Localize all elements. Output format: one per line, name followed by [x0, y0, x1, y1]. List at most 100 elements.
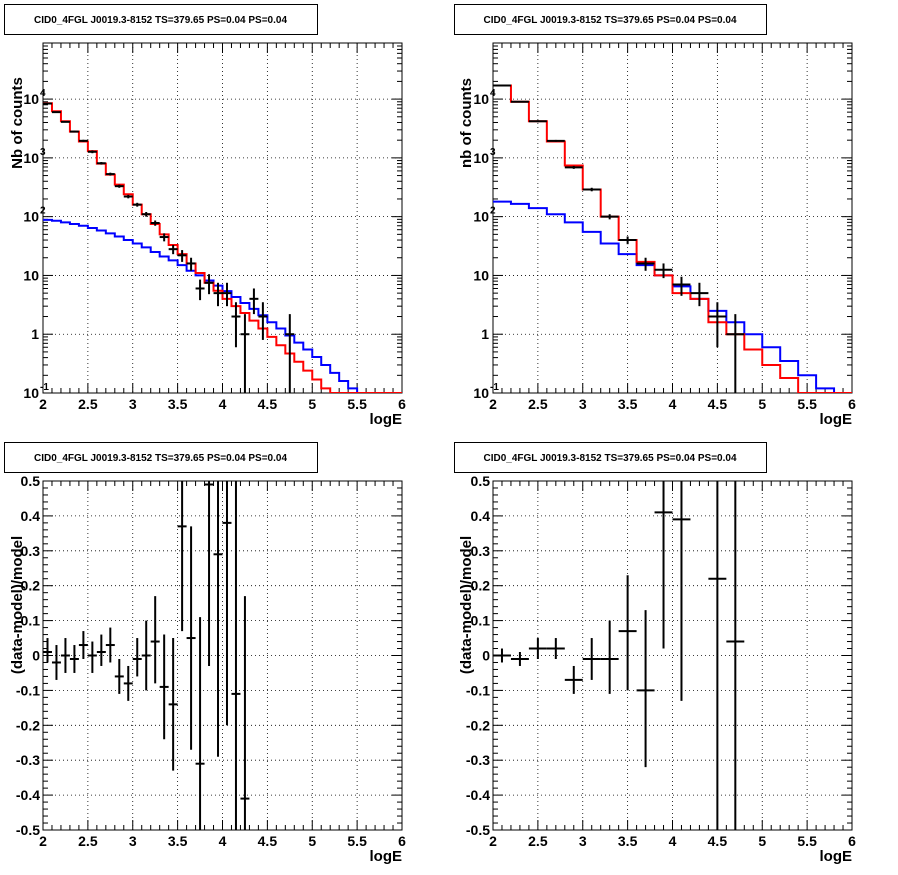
data-point [213, 481, 223, 757]
y-axis-label: nb of counts [458, 78, 475, 168]
y-tick-exponent: 4 [40, 88, 46, 99]
data-layer [493, 84, 852, 393]
y-tick-label: -0.3 [466, 752, 490, 768]
data-point [546, 638, 565, 659]
data-point [168, 244, 178, 255]
x-axis-label: logE [370, 411, 403, 428]
data-point [186, 257, 196, 271]
y-tick-exponent: 4 [490, 88, 496, 99]
data-point [141, 212, 151, 217]
data-point [654, 263, 673, 279]
data-point [186, 526, 196, 750]
y-tick-label: 0 [482, 648, 490, 664]
chart-title: CID0_4FGL J0019.3-8152 TS=379.65 PS=0.04… [34, 453, 287, 464]
x-tick-label: 5.5 [797, 833, 817, 849]
data-point [60, 638, 70, 673]
x-tick-label: 5.5 [797, 396, 817, 412]
data-point [231, 302, 241, 348]
x-tick-label: 5 [308, 833, 316, 849]
tick-marks [492, 480, 853, 831]
x-axis-label: logE [370, 848, 403, 865]
histogram-series-1 [43, 102, 402, 393]
y-tick-label: 10 [23, 91, 39, 107]
data-point [600, 620, 619, 694]
data-point [87, 150, 97, 154]
x-tick-label: 5 [758, 396, 766, 412]
data-point [114, 184, 124, 188]
data-point [690, 282, 709, 307]
data-point [96, 162, 106, 165]
x-tick-label: 5.5 [347, 833, 367, 849]
data-point [105, 627, 115, 663]
y-tick-exponent: -1 [490, 382, 499, 393]
data-point [672, 276, 691, 296]
data-point [582, 638, 601, 680]
title-frame [4, 4, 318, 35]
data-point [726, 314, 745, 393]
y-tick-exponent: 3 [40, 147, 46, 158]
data-point [96, 634, 106, 666]
data-point [726, 481, 745, 830]
y-tick-exponent: 2 [40, 206, 46, 217]
y-axis-label: Nb of counts [9, 77, 26, 169]
y-tick-label: 0.1 [21, 613, 41, 629]
x-tick-label: 2 [489, 396, 497, 412]
title-box: CID0_4FGL J0019.3-8152 TS=379.65 PS=0.04… [4, 4, 318, 35]
data-point [123, 665, 133, 701]
data-point [123, 194, 133, 199]
data-point [78, 139, 88, 142]
data-point [249, 288, 259, 315]
chart-title: CID0_4FGL J0019.3-8152 TS=379.65 PS=0.04… [483, 453, 736, 464]
title-frame [4, 442, 318, 473]
y-axis-label: (data-model)/model [9, 536, 26, 674]
y-tick-exponent: 2 [490, 206, 496, 217]
grid [493, 481, 852, 830]
data-point [132, 202, 142, 207]
data-point [672, 481, 691, 701]
y-tick-label: -0.4 [16, 787, 40, 803]
title-box: CID0_4FGL J0019.3-8152 TS=379.65 PS=0.04… [4, 442, 318, 473]
y-tick-label: 10 [473, 267, 489, 283]
y-tick-label: -0.4 [466, 787, 490, 803]
grid [43, 43, 402, 393]
x-tick-label: 3 [579, 396, 587, 412]
y-tick-label: 0.2 [471, 578, 491, 594]
y-tick-label: -0.2 [16, 717, 40, 733]
data-point [618, 575, 637, 691]
data-point [258, 302, 268, 340]
x-tick-label: 2.5 [528, 833, 548, 849]
x-tick-label: 2.5 [528, 396, 548, 412]
data-point [222, 282, 232, 307]
x-tick-label: 3.5 [618, 833, 638, 849]
data-point [78, 631, 88, 659]
data-point [114, 658, 124, 694]
histogram-series-2 [493, 200, 852, 393]
x-tick-label: 6 [848, 396, 856, 412]
y-tick-label: 0.3 [471, 543, 491, 559]
data-point [177, 481, 187, 632]
data-point [60, 120, 70, 123]
x-tick-label: 5.5 [347, 396, 367, 412]
x-tick-label: 6 [398, 396, 406, 412]
data-point [195, 279, 205, 301]
x-tick-label: 2 [39, 833, 47, 849]
panel-3: 2 2.5 3 3.5 4 4.5 5 5.5 6 -0.5 -0.4 -0.3 -0.2 -0.1 0 0.… [4, 442, 406, 865]
data-point [510, 652, 529, 666]
data-point [213, 282, 223, 307]
y-tick-label: 0.3 [21, 543, 41, 559]
x-tick-label: 4.5 [708, 396, 728, 412]
y-tick-label: -0.5 [16, 822, 40, 838]
x-tick-label: 6 [848, 833, 856, 849]
x-tick-label: 2.5 [78, 833, 98, 849]
data-layer [493, 481, 745, 830]
chart-title: CID0_4FGL J0019.3-8152 TS=379.65 PS=0.04… [483, 15, 736, 26]
title-box: CID0_4FGL J0019.3-8152 TS=379.65 PS=0.04… [454, 442, 767, 473]
y-tick-label: 0 [32, 648, 40, 664]
y-tick-label: -0.1 [16, 682, 40, 698]
data-layer [43, 102, 402, 393]
y-tick-label: -0.2 [466, 717, 490, 733]
y-tick-label: 10 [473, 91, 489, 107]
title-box: CID0_4FGL J0019.3-8152 TS=379.65 PS=0.04… [454, 4, 767, 35]
data-point [231, 481, 241, 830]
